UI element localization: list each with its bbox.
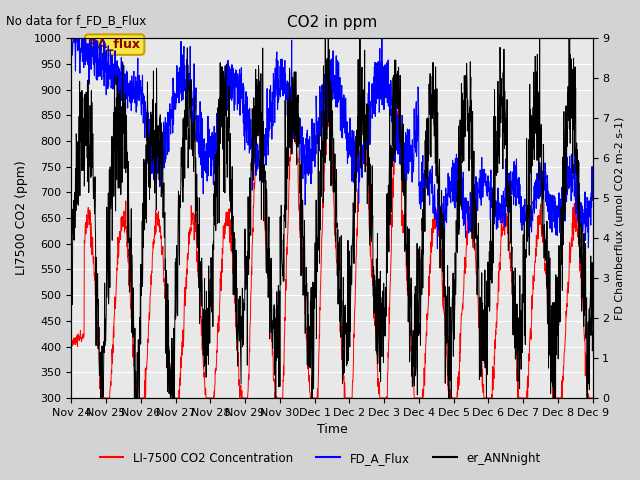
X-axis label: Time: Time: [317, 423, 348, 436]
Legend: LI-7500 CO2 Concentration, FD_A_Flux, er_ANNnight: LI-7500 CO2 Concentration, FD_A_Flux, er…: [95, 447, 545, 469]
Title: CO2 in ppm: CO2 in ppm: [287, 15, 377, 30]
Y-axis label: LI7500 CO2 (ppm): LI7500 CO2 (ppm): [15, 161, 28, 276]
Y-axis label: FD Chamberflux (umol CO2 m-2 s-1): FD Chamberflux (umol CO2 m-2 s-1): [615, 116, 625, 320]
Text: No data for f_FD_B_Flux: No data for f_FD_B_Flux: [6, 14, 147, 27]
Text: BA_flux: BA_flux: [89, 38, 141, 51]
